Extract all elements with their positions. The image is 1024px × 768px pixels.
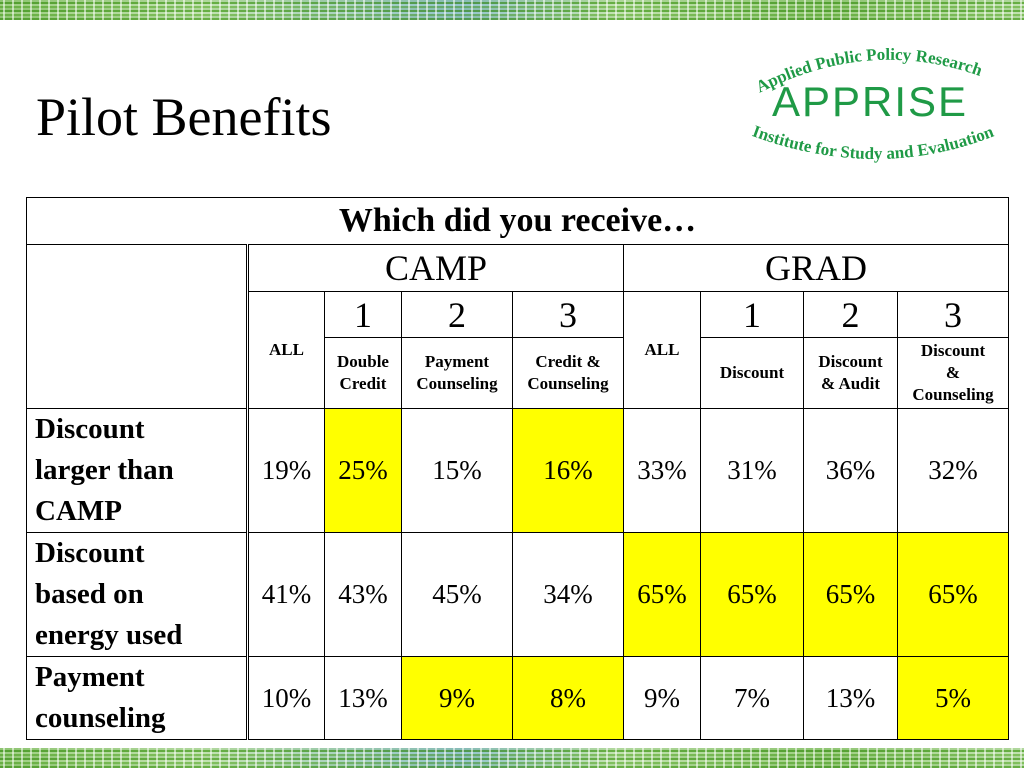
value-cell: 16% (512, 408, 624, 533)
apprise-logo: Applied Public Policy Research APPRISE I… (750, 45, 997, 164)
value-cell: 9% (401, 656, 513, 740)
row-label: Payment counseling (26, 656, 249, 740)
slide-title: Pilot Benefits (36, 87, 332, 147)
grad-group-label: Discount & Audit (803, 337, 898, 409)
grad-group-number: 3 (896, 291, 1010, 338)
bottom-decorative-band (0, 748, 1024, 768)
camp-group-label: Payment Counseling (401, 337, 513, 409)
benefits-table: Which did you receive… CAMP GRAD ALL 1 2… (25, 197, 1010, 740)
value-cell: 65% (803, 532, 898, 657)
grad-group-label: Discount (700, 337, 804, 409)
value-cell: 45% (401, 532, 513, 657)
value-cell: 34% (512, 532, 624, 657)
table-corner-cell (26, 244, 249, 409)
value-cell: 32% (896, 408, 1010, 533)
value-cell: 19% (247, 408, 325, 533)
value-cell: 10% (247, 656, 325, 740)
table-caption: Which did you receive… (25, 197, 1010, 245)
table-row: Discount larger than CAMP 19% 25% 15% 16% … (26, 408, 1010, 533)
grad-all-header: ALL (623, 291, 701, 409)
value-cell: 9% (623, 656, 701, 740)
table-row: Discount based on energy used 41% 43% 45% … (26, 532, 1010, 657)
row-label: Discount larger than CAMP (26, 408, 249, 533)
value-cell: 33% (623, 408, 701, 533)
value-cell: 15% (401, 408, 513, 533)
grad-group-number: 2 (803, 291, 898, 338)
grad-group-number: 1 (700, 291, 804, 338)
table-row: Payment counseling 10% 13% 9% 8% 9% 7% 13… (26, 656, 1010, 740)
value-cell: 65% (623, 532, 701, 657)
program-header-camp: CAMP (247, 244, 624, 292)
value-cell: 13% (324, 656, 402, 740)
camp-group-label: Credit & Counseling (512, 337, 624, 409)
value-cell: 65% (700, 532, 804, 657)
top-decorative-band (0, 0, 1024, 20)
grad-group-label: Discount & Counseling (896, 337, 1010, 409)
camp-group-number: 2 (401, 291, 513, 338)
value-cell: 41% (247, 532, 325, 657)
value-cell: 7% (700, 656, 804, 740)
logo-bottom-text: Institute for Study and Evaluation (750, 122, 997, 164)
camp-group-number: 3 (512, 291, 624, 338)
value-cell: 5% (896, 656, 1010, 740)
row-label: Discount based on energy used (26, 532, 249, 657)
camp-all-header: ALL (247, 291, 325, 409)
value-cell: 31% (700, 408, 804, 533)
value-cell: 13% (803, 656, 898, 740)
value-cell: 8% (512, 656, 624, 740)
program-header-grad: GRAD (622, 244, 1010, 292)
camp-group-number: 1 (324, 291, 402, 338)
logo-name: APPRISE (772, 78, 968, 125)
value-cell: 65% (896, 532, 1010, 657)
value-cell: 25% (324, 408, 402, 533)
value-cell: 43% (324, 532, 402, 657)
value-cell: 36% (803, 408, 898, 533)
camp-group-label: Double Credit (324, 337, 402, 409)
